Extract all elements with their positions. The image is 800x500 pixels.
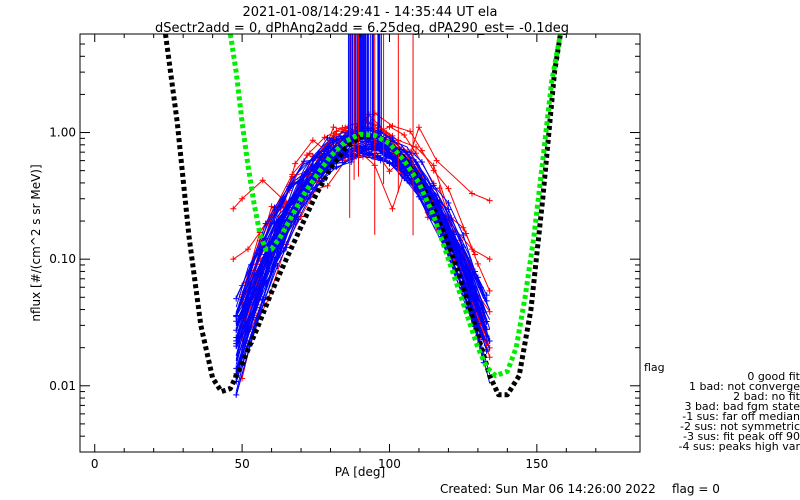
good-fit-point [324,134,331,141]
flagged-point [471,251,478,258]
good-fit-point [259,270,266,277]
good-fit-point [377,157,384,164]
flagged-point [430,162,437,169]
good-fit-point [339,159,346,166]
legend-title: flag [644,361,665,374]
flagged-point [486,287,493,294]
x-tick-label: 0 [91,457,99,471]
good-fit-point [386,160,393,167]
legend-entry: -1 sus: far off median [682,410,800,423]
good-fit-point [460,231,467,238]
flagged-point [469,190,475,197]
good-fit-point [259,295,266,302]
y-tick-label: 0.10 [49,252,76,266]
good-fit-point [289,198,296,205]
y-axis-label: nflux [#/(cm^2 s sr MeV)] [29,164,43,321]
good-fit-point [262,220,269,227]
flagged-point [309,137,316,144]
flagged-point [389,205,396,212]
flagged-point [486,354,493,361]
good-fit-point [280,247,287,254]
flagged-point [339,124,346,131]
green-fit-curve [227,34,563,379]
good-fit-point [301,183,307,189]
flagged-point [324,182,331,189]
legend-entry: 2 bad: no fit [733,390,800,403]
legend-entry: 1 bad: not converge [689,380,800,393]
good-fit-point [301,158,307,165]
good-fit-point [245,300,251,307]
flagged-point [386,168,393,175]
flagged-point [292,160,299,167]
legend-entry: 3 bad: bad fgm state [684,400,800,413]
good-fit-point [445,199,452,206]
flagged-point [330,124,337,131]
good-fit-point [233,295,240,302]
good-fit-point [445,206,452,213]
good-fit-point [418,158,425,165]
flagged-point [415,124,422,131]
good-fit-point [359,147,366,154]
legend-entry: -2 sus: not symmetric [680,420,800,433]
legend-entry: -3 sus: fit peak off 90 [683,430,800,443]
good-fit-point [389,135,396,142]
footer-flag: flag = 0 [672,482,720,496]
good-fit-point [430,182,437,189]
y-axis: 0.01 0.10 1.00 [49,43,640,437]
good-fit-point [271,204,278,211]
x-tick-label: 50 [234,457,249,471]
x-axis-label: PA [deg] [335,465,385,479]
flagged-point [436,185,443,192]
flagged-trace [241,145,482,379]
flagged-point [386,123,393,130]
y-tick-label: 1.00 [49,126,76,140]
legend-entry: -4 sus: peaks high var [679,440,800,453]
flagged-point [433,157,440,164]
good-fit-point [471,268,478,275]
good-fit-point [483,292,490,299]
chart-title: 2021-01-08/14:29:41 - 14:35:44 UT ela [243,5,498,20]
flagged-point [407,128,414,135]
good-fit-point [321,148,328,155]
good-fit-point [404,177,411,184]
good-fit-point [233,313,240,320]
flagged-point [469,246,475,253]
good-fit-point [368,146,375,153]
flagged-point [239,195,246,202]
x-axis: 0 50 100 150 [91,34,597,471]
flagged-point [230,205,237,212]
good-fit-point [233,391,240,398]
x-tick-label: 100 [378,457,401,471]
flagged-point [230,256,237,263]
good-fit-trace [235,145,491,376]
flagged-point [239,375,246,382]
flagged-point [268,203,275,210]
legend-entry: 0 good fit [747,370,800,383]
flagged-point [474,260,481,267]
y-tick-label: 0.01 [49,379,76,393]
good-fit-trace [235,135,485,362]
x-tick-label: 150 [525,457,548,471]
good-fit-trace [235,151,488,348]
flagged-point [401,132,408,139]
created-timestamp: Created: Sun Mar 06 14:26:00 2022 [440,482,656,496]
flagged-point [259,177,266,184]
flag-legend: flag 0 good fit 1 bad: not converge 2 ba… [644,361,800,453]
good-fit-point [292,218,299,225]
flagged-point [460,224,467,231]
flagged-point [486,256,493,263]
flagged-point [445,185,452,192]
good-fit-point [271,256,278,263]
flagged-point [245,246,251,253]
chart-subtitle: dSectr2add = 0, dPhAng2add = 6.25deg, dP… [155,21,569,36]
flagged-point [486,197,493,204]
flagged-point [303,152,310,159]
flagged-point [413,143,419,150]
plot-clipped-group [162,34,563,398]
good-fit-point [483,346,490,353]
plot-content [162,34,563,398]
